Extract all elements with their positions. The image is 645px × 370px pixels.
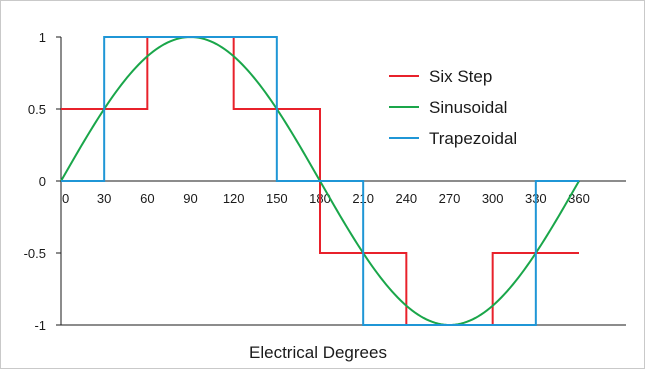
series-trapezoidal-line [61, 36, 579, 326]
x-tick-label: 270 [439, 191, 461, 206]
x-tick-label: 120 [223, 191, 245, 206]
series-layer [60, 35, 580, 327]
legend: Six Step Sinusoidal Trapezoidal [389, 67, 517, 148]
x-tick-label: 60 [140, 191, 154, 206]
y-tick-label: 0 [39, 174, 46, 189]
x-axis-label: Electrical Degrees [249, 343, 387, 362]
y-tick-label: 1 [39, 30, 46, 45]
x-tick-label: 0 [62, 191, 69, 206]
y-tick-label: -0.5 [24, 246, 46, 261]
x-tick-label: 240 [395, 191, 417, 206]
x-tick-label: 150 [266, 191, 288, 206]
y-tick-label: 0.5 [28, 102, 46, 117]
x-tick-label: 300 [482, 191, 504, 206]
legend-label-trapezoidal: Trapezoidal [429, 129, 517, 148]
x-tick-label: 360 [568, 191, 590, 206]
legend-label-six-step: Six Step [429, 67, 492, 86]
y-tick-label: -1 [34, 318, 46, 333]
x-tick-label: 90 [183, 191, 197, 206]
x-tick-label: 30 [97, 191, 111, 206]
legend-label-sinusoidal: Sinusoidal [429, 98, 507, 117]
